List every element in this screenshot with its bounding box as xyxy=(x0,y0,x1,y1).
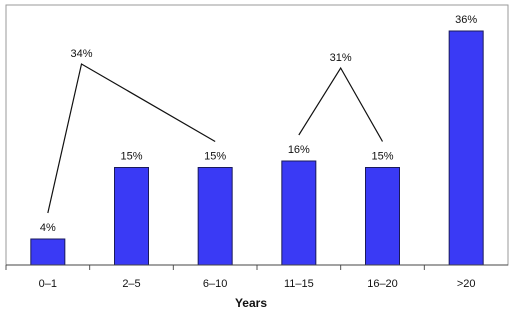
x-tick-label: 16–20 xyxy=(367,278,398,290)
bar xyxy=(30,238,66,266)
bar xyxy=(197,167,233,266)
x-tick-label: 2–5 xyxy=(122,278,140,290)
group-bracket xyxy=(298,66,384,142)
value-label: 15% xyxy=(204,150,226,162)
x-tick-label: >20 xyxy=(457,278,476,290)
value-label: 36% xyxy=(455,14,477,26)
plot-frame xyxy=(5,4,509,266)
x-tick-label: 0–1 xyxy=(39,278,57,290)
x-tick-label: 11–15 xyxy=(284,278,314,290)
value-label: 15% xyxy=(120,150,142,162)
group-label: 34% xyxy=(70,48,92,60)
value-label: 4% xyxy=(40,222,56,234)
x-axis-label: Years xyxy=(235,296,267,310)
bar xyxy=(365,167,400,266)
value-label: 16% xyxy=(288,144,310,156)
x-tick-label: 6–10 xyxy=(203,278,227,290)
bar xyxy=(281,160,317,266)
value-label: 15% xyxy=(371,150,393,162)
bar xyxy=(114,167,149,266)
group-bracket xyxy=(47,63,216,214)
group-label: 31% xyxy=(330,52,352,64)
bar xyxy=(448,30,484,266)
